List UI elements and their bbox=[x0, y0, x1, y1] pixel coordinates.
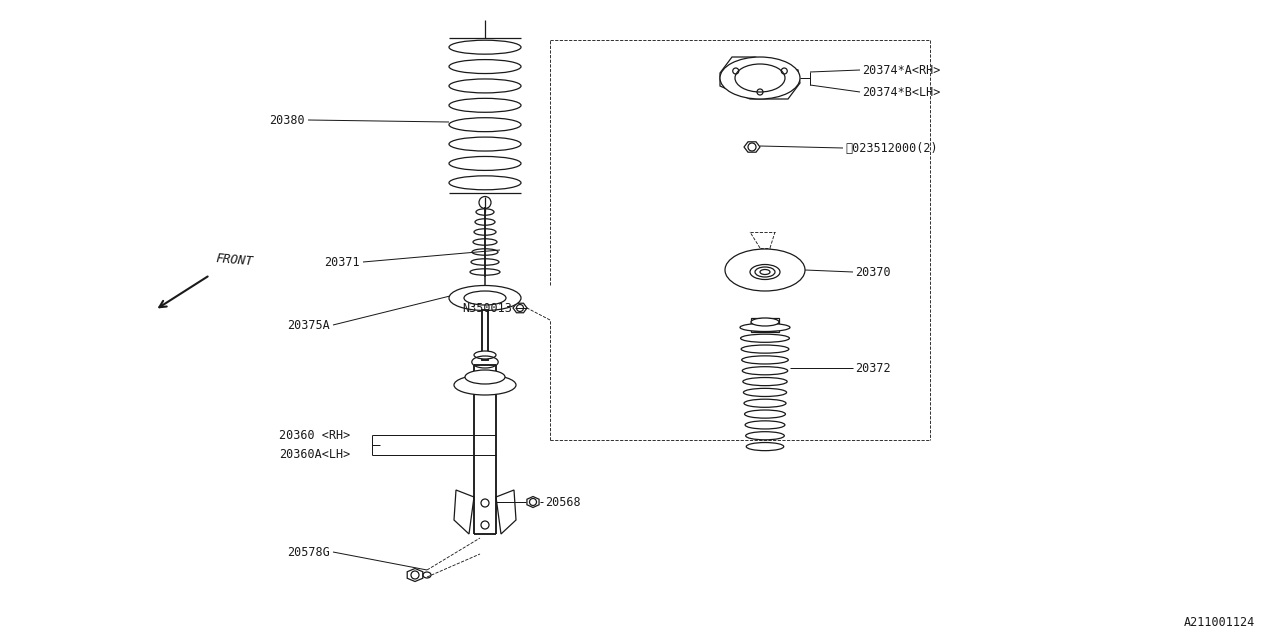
Ellipse shape bbox=[745, 410, 786, 418]
Text: 20372: 20372 bbox=[855, 362, 891, 374]
Text: 20578G: 20578G bbox=[287, 545, 330, 559]
Text: FRONT: FRONT bbox=[215, 252, 253, 268]
Bar bbox=[483, 310, 488, 360]
Text: 20360 <RH>: 20360 <RH> bbox=[279, 429, 349, 442]
Text: 20374*A<RH>: 20374*A<RH> bbox=[861, 63, 941, 77]
Text: 20380: 20380 bbox=[269, 113, 305, 127]
Text: 20370: 20370 bbox=[855, 266, 891, 278]
Text: 20371: 20371 bbox=[324, 255, 360, 269]
Text: N350013: N350013 bbox=[462, 301, 512, 314]
Polygon shape bbox=[719, 57, 800, 99]
Ellipse shape bbox=[741, 334, 790, 342]
Ellipse shape bbox=[742, 378, 787, 386]
Ellipse shape bbox=[744, 388, 787, 396]
Ellipse shape bbox=[724, 249, 805, 291]
Text: 20374*B<LH>: 20374*B<LH> bbox=[861, 86, 941, 99]
Ellipse shape bbox=[465, 370, 506, 384]
Ellipse shape bbox=[454, 375, 516, 395]
Text: 20375A: 20375A bbox=[287, 319, 330, 332]
Ellipse shape bbox=[721, 57, 800, 99]
Ellipse shape bbox=[744, 399, 786, 407]
Ellipse shape bbox=[741, 356, 788, 364]
Ellipse shape bbox=[745, 421, 785, 429]
Text: Ⓝ023512000(2): Ⓝ023512000(2) bbox=[845, 141, 938, 154]
Ellipse shape bbox=[750, 264, 780, 280]
Ellipse shape bbox=[751, 318, 780, 326]
Ellipse shape bbox=[760, 269, 771, 275]
Ellipse shape bbox=[746, 442, 783, 451]
Ellipse shape bbox=[741, 345, 788, 353]
Ellipse shape bbox=[449, 285, 521, 310]
Text: A211001124: A211001124 bbox=[1184, 616, 1254, 628]
Ellipse shape bbox=[740, 323, 790, 332]
Ellipse shape bbox=[474, 351, 497, 359]
Ellipse shape bbox=[742, 367, 787, 375]
Ellipse shape bbox=[746, 432, 785, 440]
Ellipse shape bbox=[735, 64, 785, 92]
Ellipse shape bbox=[755, 267, 774, 277]
Bar bbox=[751, 318, 780, 332]
Text: 20360A<LH>: 20360A<LH> bbox=[279, 449, 349, 461]
Text: 20568: 20568 bbox=[545, 495, 581, 509]
Ellipse shape bbox=[465, 291, 506, 305]
